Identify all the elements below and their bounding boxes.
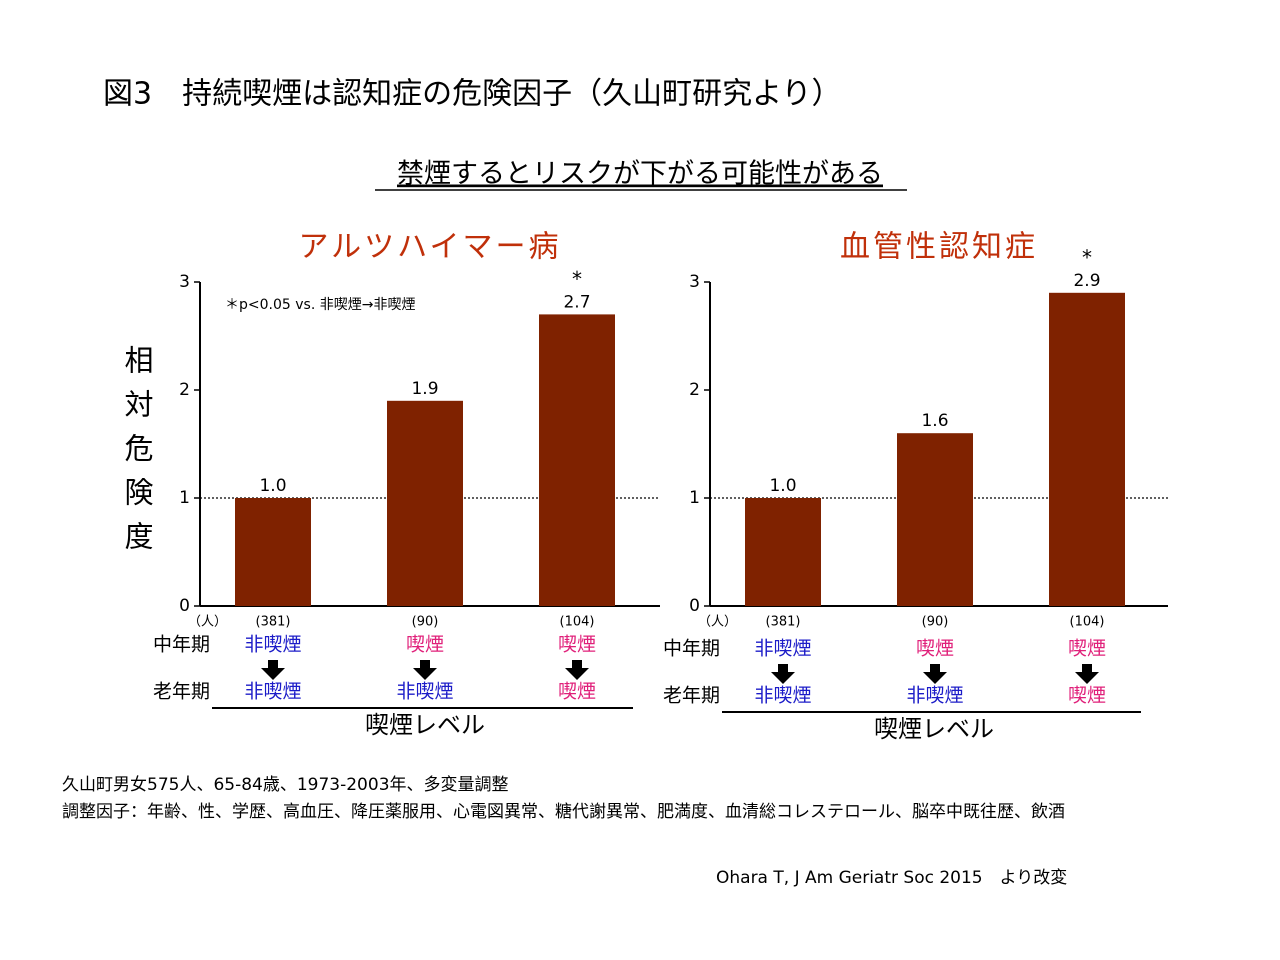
annotation: * [1082, 245, 1092, 269]
midlife-status: 喫煙 [558, 634, 596, 656]
latelife-status: 喫煙 [558, 681, 596, 703]
row-label: 中年期 [663, 638, 720, 660]
bar [235, 498, 311, 606]
midlife-status: 喫煙 [406, 634, 444, 656]
bar [897, 433, 973, 606]
value-label: 1.0 [769, 476, 796, 496]
down-arrow [261, 660, 285, 680]
x-tick-label: (90) [922, 615, 949, 630]
down-arrow [1075, 664, 1099, 684]
value-label: 1.0 [259, 476, 286, 496]
latelife-status: 喫煙 [1068, 685, 1106, 707]
x-tick-label: (381) [256, 615, 291, 630]
bar [387, 400, 463, 606]
note: ＊p<0.05 vs. 非喫煙→非喫煙 [225, 297, 415, 313]
down-arrow [771, 664, 795, 684]
down-arrow [923, 664, 947, 684]
annotation: * [572, 267, 582, 291]
latelife-status: 非喫煙 [396, 681, 453, 703]
midlife-status: 喫煙 [916, 638, 954, 660]
down-arrow [413, 660, 437, 680]
latelife-status: 非喫煙 [754, 685, 811, 707]
y-tick-label: 1 [179, 488, 190, 508]
y-tick-label: 3 [179, 272, 190, 292]
y-tick-label: 2 [179, 380, 190, 400]
row-label: 老年期 [663, 685, 720, 707]
row-label: 中年期 [153, 634, 210, 656]
latelife-status: 非喫煙 [906, 685, 963, 707]
slide-title: 図3 持続喫煙は認知症の危険因子（久山町研究より） [103, 77, 842, 112]
n-unit: （人） [188, 615, 227, 630]
midlife-status: 非喫煙 [244, 634, 301, 656]
y-tick-label: 0 [179, 596, 190, 616]
value-label: 2.7 [563, 292, 590, 312]
y-tick-label: 3 [689, 272, 700, 292]
bar [1049, 292, 1125, 606]
chart-title: 血管性認知症 [840, 230, 1038, 265]
n-unit: （人） [698, 615, 737, 630]
y-axis-label: 相対危険度 [120, 345, 154, 565]
x-tick-label: (90) [412, 615, 439, 630]
bar [539, 314, 615, 606]
row-label: 老年期 [153, 681, 210, 703]
footnote: 久山町男女575人、65-84歳、1973-2003年、多変量調整 [62, 775, 509, 795]
y-tick-label: 0 [689, 596, 700, 616]
x-axis-label: 喫煙レベル [874, 715, 994, 743]
chart-title: アルツハイマー病 [298, 230, 561, 265]
midlife-status: 非喫煙 [754, 638, 811, 660]
bar [745, 498, 821, 606]
x-tick-label: (381) [766, 615, 801, 630]
value-label: 2.9 [1073, 271, 1100, 291]
y-tick-label: 1 [689, 488, 700, 508]
value-label: 1.6 [921, 411, 948, 431]
subtitle: 禁煙するとリスクが下がる可能性がある [397, 159, 883, 190]
source: Ohara T, J Am Geriatr Soc 2015 より改変 [716, 868, 1067, 888]
midlife-status: 喫煙 [1068, 638, 1106, 660]
y-tick-label: 2 [689, 380, 700, 400]
x-tick-label: (104) [1070, 615, 1105, 630]
footnote: 調整因子：年齢、性、学歴、高血圧、降圧薬服用、心電図異常、糖代謝異常、肥満度、血… [62, 802, 1065, 822]
x-axis-label: 喫煙レベル [365, 711, 485, 739]
value-label: 1.9 [411, 379, 438, 399]
latelife-status: 非喫煙 [244, 681, 301, 703]
x-tick-label: (104) [560, 615, 595, 630]
down-arrow [565, 660, 589, 680]
